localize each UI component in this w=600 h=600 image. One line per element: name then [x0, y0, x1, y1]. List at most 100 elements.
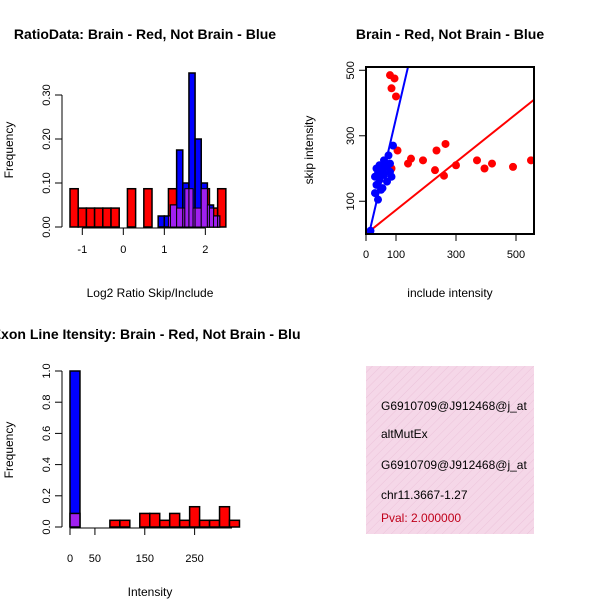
red-point-16: [509, 162, 517, 171]
intensity-red-bar-12: [188, 505, 201, 528]
ratio-overlap-bar-16-7: [200, 188, 208, 228]
red-point-8: [432, 146, 441, 155]
intensity-red-bar-4: [109, 519, 121, 528]
ratio-histogram-panel: RatioData: Brain - Red, Not Brain - Blue…: [2, 26, 276, 300]
ratio-y-tick-label-0: 0.00: [41, 216, 53, 237]
blue-point-16: [389, 141, 397, 150]
red-point-10: [431, 166, 439, 175]
scatter-x-axis-label: include intensity: [407, 286, 492, 300]
ratio-y-tick-label-2: 0.20: [41, 128, 53, 149]
intensity-blue-bar-0: [69, 370, 81, 528]
info-event-type: altMutEx: [381, 427, 428, 441]
intensity-red-bar-13: [198, 519, 211, 528]
intensity-chart-title: Exon Line Itensity: Brain - Red, Not Bra…: [0, 326, 309, 342]
intensity-red-bar-15: [218, 505, 231, 528]
scatter-chart-title: Brain - Red, Not Brain - Blue: [356, 26, 544, 42]
red-point-12: [452, 161, 460, 170]
intensity-x-tick-label-1: 50: [89, 553, 101, 565]
ratio-red-bar-2: [85, 207, 96, 228]
intensity-y-tick-label-0: 0.0: [41, 519, 53, 534]
scatter-x-tick-label-1: 100: [387, 249, 405, 261]
info-probe-id-2: G6910709@J912468@j_at: [381, 458, 527, 472]
ratio-y-tick-label-1: 0.10: [41, 172, 53, 193]
info-panel: G6910709@J912468@j_at altMutEx G6910709@…: [366, 366, 534, 534]
red-point-9: [441, 139, 450, 148]
scatter-x-tick-label-3: 500: [507, 249, 525, 261]
ratio-overlap-bar-14-5: [188, 188, 194, 228]
intensity-bars: [69, 370, 241, 528]
red-point-2: [387, 84, 396, 93]
scatter-x-tick-label-0: 0: [363, 249, 369, 261]
scatter-y-tick-label-0: 100: [345, 192, 357, 210]
ratio-overlap-bar-15-6: [194, 207, 202, 228]
intensity-y-tick-label-4: 0.8: [41, 395, 53, 410]
intensity-x-tick-label-0: 0: [67, 553, 73, 565]
red-point-13: [473, 156, 481, 165]
intensity-red-bar-11: [178, 519, 191, 528]
ratio-red-bar-9: [143, 187, 153, 228]
ratio-overlap-bar-17-9: [213, 215, 219, 228]
red-point-3: [392, 92, 400, 101]
intensity-y-tick-label-1: 0.2: [41, 488, 53, 503]
intensity-red-bar-5: [119, 519, 131, 528]
ratio-overlap-bar-17-8: [208, 207, 215, 228]
ratio-x-axis-label: Log2 Ratio Skip/Include: [87, 286, 214, 300]
intensity-x-tick-label-3: 250: [185, 553, 203, 565]
blue-point-0: [366, 226, 375, 234]
info-probe-id: G6910709@J912468@j_at: [381, 399, 527, 413]
red-point-1: [390, 74, 399, 83]
ratio-x-tick-label-3: 2: [202, 244, 208, 256]
blue-point-18: [377, 185, 385, 194]
intensity-red-bar-10: [168, 512, 181, 528]
red-point-6: [404, 159, 412, 168]
intensity-y-tick-label-3: 0.6: [41, 426, 53, 441]
info-background: [366, 366, 534, 534]
blue-point-1: [371, 189, 379, 198]
ratio-overlap-bar-18-9: [217, 215, 221, 228]
red-point-7: [419, 156, 427, 165]
ratio-bars: [69, 72, 227, 228]
ratio-x-tick-label-1: 0: [120, 244, 126, 256]
intensity-red-bar-14: [208, 519, 221, 528]
ratio-red-bar-4: [102, 207, 112, 228]
blue-point-17: [374, 195, 382, 204]
scatter-y-tick-label-2: 500: [345, 61, 357, 79]
blue-point-13: [384, 151, 393, 160]
scatter-plot-frame: [365, 66, 535, 235]
blue-point-21: [372, 164, 381, 173]
ratio-chart-title: RatioData: Brain - Red, Not Brain - Blue: [14, 26, 276, 42]
ratio-red-bar-5: [110, 207, 120, 228]
scatter-x-tick-label-2: 300: [447, 249, 465, 261]
ratio-overlap-bar-12-2: [169, 204, 178, 228]
ratio-axes: -1 0 1 2 0.00 0.10 0.20 0.30: [41, 84, 208, 256]
intensity-y-tick-label-5: 1.0: [41, 363, 53, 378]
ratio-red-bar-18: [216, 187, 227, 228]
intensity-red-bar-7: [139, 512, 151, 528]
ratio-red-bar-7: [126, 187, 137, 228]
intensity-red-bar-0: [69, 512, 81, 528]
scatter-y-axis-label: skip intensity: [302, 116, 316, 185]
ratio-x-tick-label-2: 1: [161, 244, 167, 256]
intensity-red-bar-8: [149, 512, 161, 528]
ratio-blue-bar-0: [157, 215, 166, 228]
intensity-y-tick-label-2: 0.4: [41, 457, 53, 472]
ratio-red-bar-0: [69, 187, 79, 228]
scatter-panel: Brain - Red, Not Brain - Blue 0 100 300 500…: [302, 26, 544, 300]
red-point-11: [440, 171, 448, 180]
blue-fit-line: [368, 67, 409, 234]
ratio-x-tick-label-0: -1: [77, 244, 87, 256]
ratio-overlap-bar-13-3: [176, 207, 184, 228]
red-point-14: [480, 164, 489, 173]
blue-point-19: [380, 171, 388, 180]
intensity-y-axis-label: Frequency: [2, 422, 16, 479]
scatter-marks: [366, 67, 534, 234]
info-pvalue: Pval: 2.000000: [381, 511, 461, 525]
red-point-15: [488, 159, 496, 168]
intensity-x-axis-label: Intensity: [128, 585, 173, 599]
ratio-overlap-bar-14-4: [184, 188, 190, 228]
intensity-histogram-panel: Exon Line Itensity: Brain - Red, Not Bra…: [0, 326, 309, 599]
ratio-y-axis-label: Frequency: [2, 122, 16, 179]
scatter-axes: 0 100 300 500 100 300 500: [345, 61, 535, 261]
scatter-y-tick-label-1: 300: [345, 127, 357, 145]
